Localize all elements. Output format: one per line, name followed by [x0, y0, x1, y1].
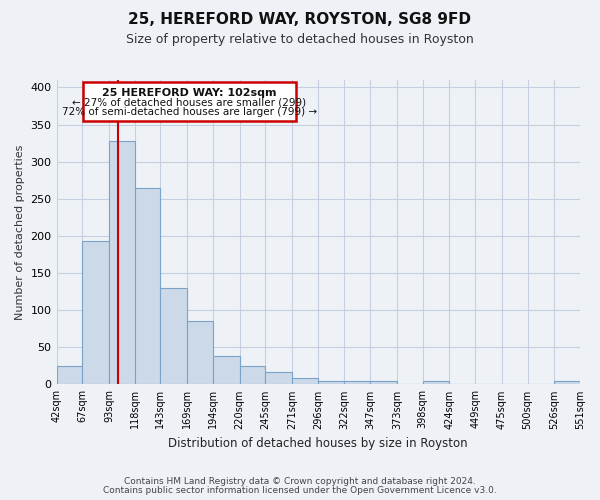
Bar	[213, 356, 239, 384]
Bar	[422, 382, 449, 384]
X-axis label: Distribution of detached houses by size in Royston: Distribution of detached houses by size …	[169, 437, 468, 450]
Text: ← 27% of detached houses are smaller (299): ← 27% of detached houses are smaller (29…	[73, 98, 307, 108]
Bar	[292, 378, 318, 384]
Bar	[239, 366, 265, 384]
Bar	[135, 188, 160, 384]
Bar	[56, 366, 82, 384]
Text: 25 HEREFORD WAY: 102sqm: 25 HEREFORD WAY: 102sqm	[102, 88, 277, 98]
Text: 72% of semi-detached houses are larger (799) →: 72% of semi-detached houses are larger (…	[62, 106, 317, 117]
Bar	[82, 241, 109, 384]
Bar	[109, 141, 135, 384]
Bar	[187, 320, 213, 384]
Bar	[370, 382, 397, 384]
Bar	[318, 380, 344, 384]
Bar	[265, 372, 292, 384]
Bar	[344, 382, 370, 384]
Text: Size of property relative to detached houses in Royston: Size of property relative to detached ho…	[126, 32, 474, 46]
Bar	[160, 288, 187, 384]
Text: 25, HEREFORD WAY, ROYSTON, SG8 9FD: 25, HEREFORD WAY, ROYSTON, SG8 9FD	[128, 12, 472, 28]
FancyBboxPatch shape	[83, 82, 296, 121]
Text: Contains public sector information licensed under the Open Government Licence v3: Contains public sector information licen…	[103, 486, 497, 495]
Bar	[554, 382, 580, 384]
Y-axis label: Number of detached properties: Number of detached properties	[15, 144, 25, 320]
Text: Contains HM Land Registry data © Crown copyright and database right 2024.: Contains HM Land Registry data © Crown c…	[124, 477, 476, 486]
